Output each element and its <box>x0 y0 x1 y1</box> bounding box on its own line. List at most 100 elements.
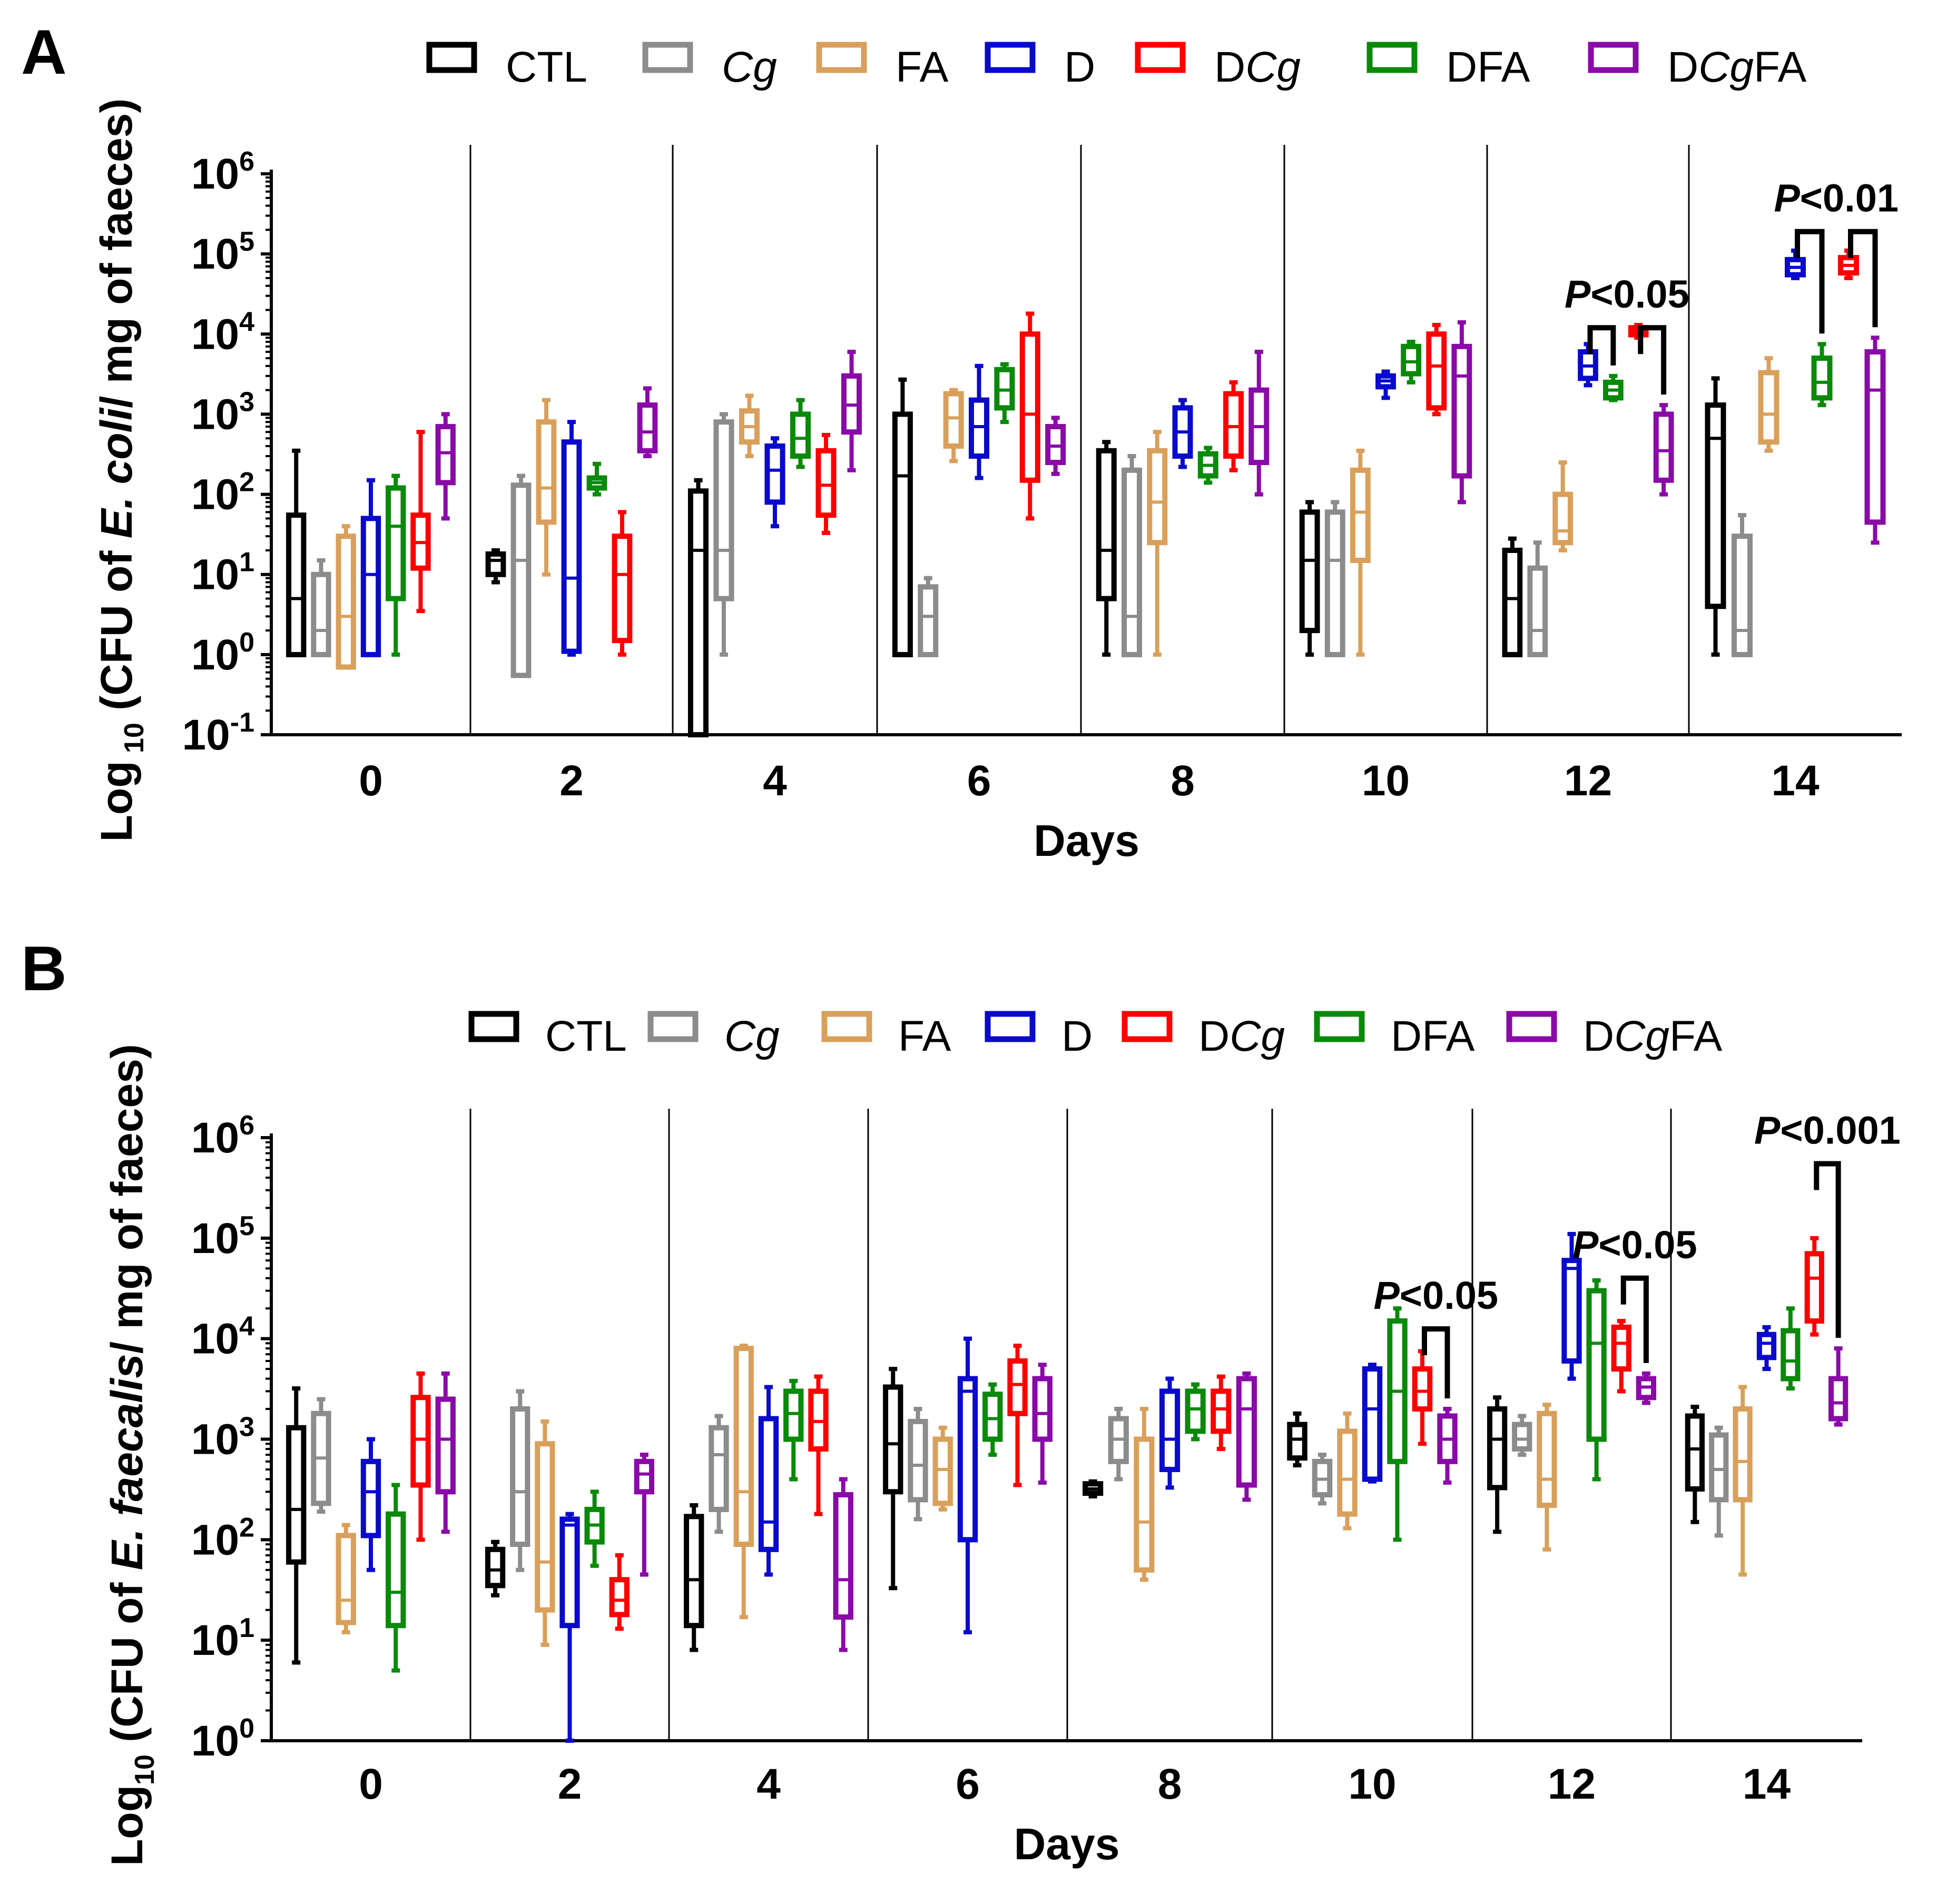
x-axis-title: Days <box>1034 816 1139 865</box>
significance-day-12: P<0.05 <box>1565 272 1689 395</box>
significance-day-14: P<0.01 <box>1774 176 1899 334</box>
box-d <box>957 1336 978 1635</box>
box-ctl <box>286 1386 307 1665</box>
box-iqr <box>435 423 456 486</box>
box-iqr <box>1401 343 1422 377</box>
y-tick-base: 10 <box>191 1616 239 1664</box>
box-iqr <box>1811 356 1833 401</box>
x-tick-label: 0 <box>359 1760 383 1808</box>
box-iqr <box>535 1441 555 1613</box>
legend-text-part: D <box>1583 1012 1614 1060</box>
box-dcg <box>1804 1236 1824 1337</box>
y-tick-exp: 0 <box>239 1713 254 1744</box>
y-tick-label: 101 <box>191 547 254 599</box>
y-tick-label: 102 <box>191 467 254 519</box>
legend-text-part: Cg <box>1614 1012 1669 1060</box>
box-dcg <box>609 1553 630 1631</box>
legend-swatch-dcgfa <box>1506 1011 1557 1042</box>
box-dcgfa <box>1045 416 1066 476</box>
box-dfa <box>1185 1382 1206 1442</box>
box-iqr <box>1611 1324 1631 1372</box>
box-iqr <box>1223 391 1244 459</box>
x-tick-label: 4 <box>763 757 787 805</box>
significance-bracket <box>1638 325 1667 395</box>
box-dcgfa <box>435 412 456 521</box>
legend-swatch-fa <box>821 1011 872 1042</box>
box-iqr <box>1502 547 1523 657</box>
legend-text-part: DFA <box>1391 1012 1475 1060</box>
legend-label-fa: FA <box>898 1012 951 1060</box>
box-d <box>764 436 785 529</box>
box-iqr <box>561 439 582 654</box>
x-tick-label: 6 <box>967 757 991 805</box>
box-d <box>1375 369 1396 400</box>
box-dfa <box>1781 1306 1801 1391</box>
box-iqr <box>1299 509 1320 634</box>
legend-label-dfa: DFA <box>1391 1012 1475 1060</box>
significance-p: P <box>1572 1223 1599 1267</box>
box-fa <box>1134 1407 1155 1582</box>
significance-bracket <box>1848 229 1878 328</box>
box-iqr <box>1653 411 1674 483</box>
box-fa <box>1733 1385 1753 1577</box>
box-d <box>758 1385 779 1577</box>
box-fa <box>1350 448 1371 657</box>
box-fa <box>535 1419 555 1647</box>
legend-swatch-cg <box>642 42 693 73</box>
box-d <box>1172 398 1193 469</box>
box-iqr <box>1019 331 1040 483</box>
box-iqr <box>1147 448 1168 546</box>
box-cg <box>1312 1453 1333 1506</box>
legend-text-part: FA <box>898 1012 951 1060</box>
box-fa <box>336 1523 356 1635</box>
box-d <box>1756 1325 1777 1372</box>
y-tick-base: 10 <box>191 551 239 599</box>
box-iqr <box>612 534 633 644</box>
box-iqr <box>713 419 734 601</box>
box-dcg <box>815 432 837 535</box>
day-group-6 <box>883 1336 1053 1635</box>
legend-label-d: D <box>1064 43 1095 91</box>
day-group-4 <box>687 350 862 737</box>
legend-swatch-dcgfa <box>1588 42 1639 73</box>
box-cg <box>713 412 734 657</box>
box-cg <box>1122 453 1142 657</box>
legend-text-part: FA <box>896 43 949 91</box>
y-tick-exp: 1 <box>239 1613 254 1643</box>
box-dfa <box>386 473 406 657</box>
box-iqr <box>1512 1422 1532 1452</box>
y-tick-exp: 6 <box>239 146 254 177</box>
significance-value: <0.05 <box>1400 1274 1498 1317</box>
box-iqr <box>1586 1288 1607 1442</box>
box-ctl <box>687 478 709 737</box>
y-tick-label: 105 <box>191 226 254 278</box>
legend-label-dcgfa: DCgFA <box>1667 43 1807 91</box>
significance-p: P <box>1373 1274 1400 1317</box>
day-group-6 <box>892 311 1066 657</box>
box-dfa <box>586 461 607 497</box>
legend-text-part: D <box>1214 43 1245 91</box>
box-cg <box>1709 1425 1729 1538</box>
y-axis-title-prefix: Log <box>92 761 141 842</box>
box-d <box>1785 248 1806 280</box>
legend: CTL Cg FA D DCg DFA DCgFA <box>426 42 1807 91</box>
box-iqr <box>286 1425 307 1565</box>
panel-letter: B <box>21 933 67 1004</box>
box-ctl <box>1083 1479 1104 1499</box>
x-tick-label: 2 <box>558 1760 582 1808</box>
significance-bracket <box>1620 1275 1649 1363</box>
box-fa <box>943 388 964 463</box>
significance-bracket <box>1795 229 1825 334</box>
box-iqr <box>360 1458 381 1538</box>
box-iqr <box>1211 1388 1232 1434</box>
y-axis-title: Log 10 (CFU of E. coli/ mg of faeces) <box>92 98 150 842</box>
significance-p: P <box>1754 1109 1781 1152</box>
y-tick-exp: -1 <box>230 707 254 738</box>
legend-swatch-fa <box>816 42 867 73</box>
y-tick-base: 10 <box>191 230 239 278</box>
x-tick-label: 8 <box>1158 1760 1182 1808</box>
box-iqr <box>386 1511 406 1629</box>
box-ctl <box>684 1503 704 1652</box>
